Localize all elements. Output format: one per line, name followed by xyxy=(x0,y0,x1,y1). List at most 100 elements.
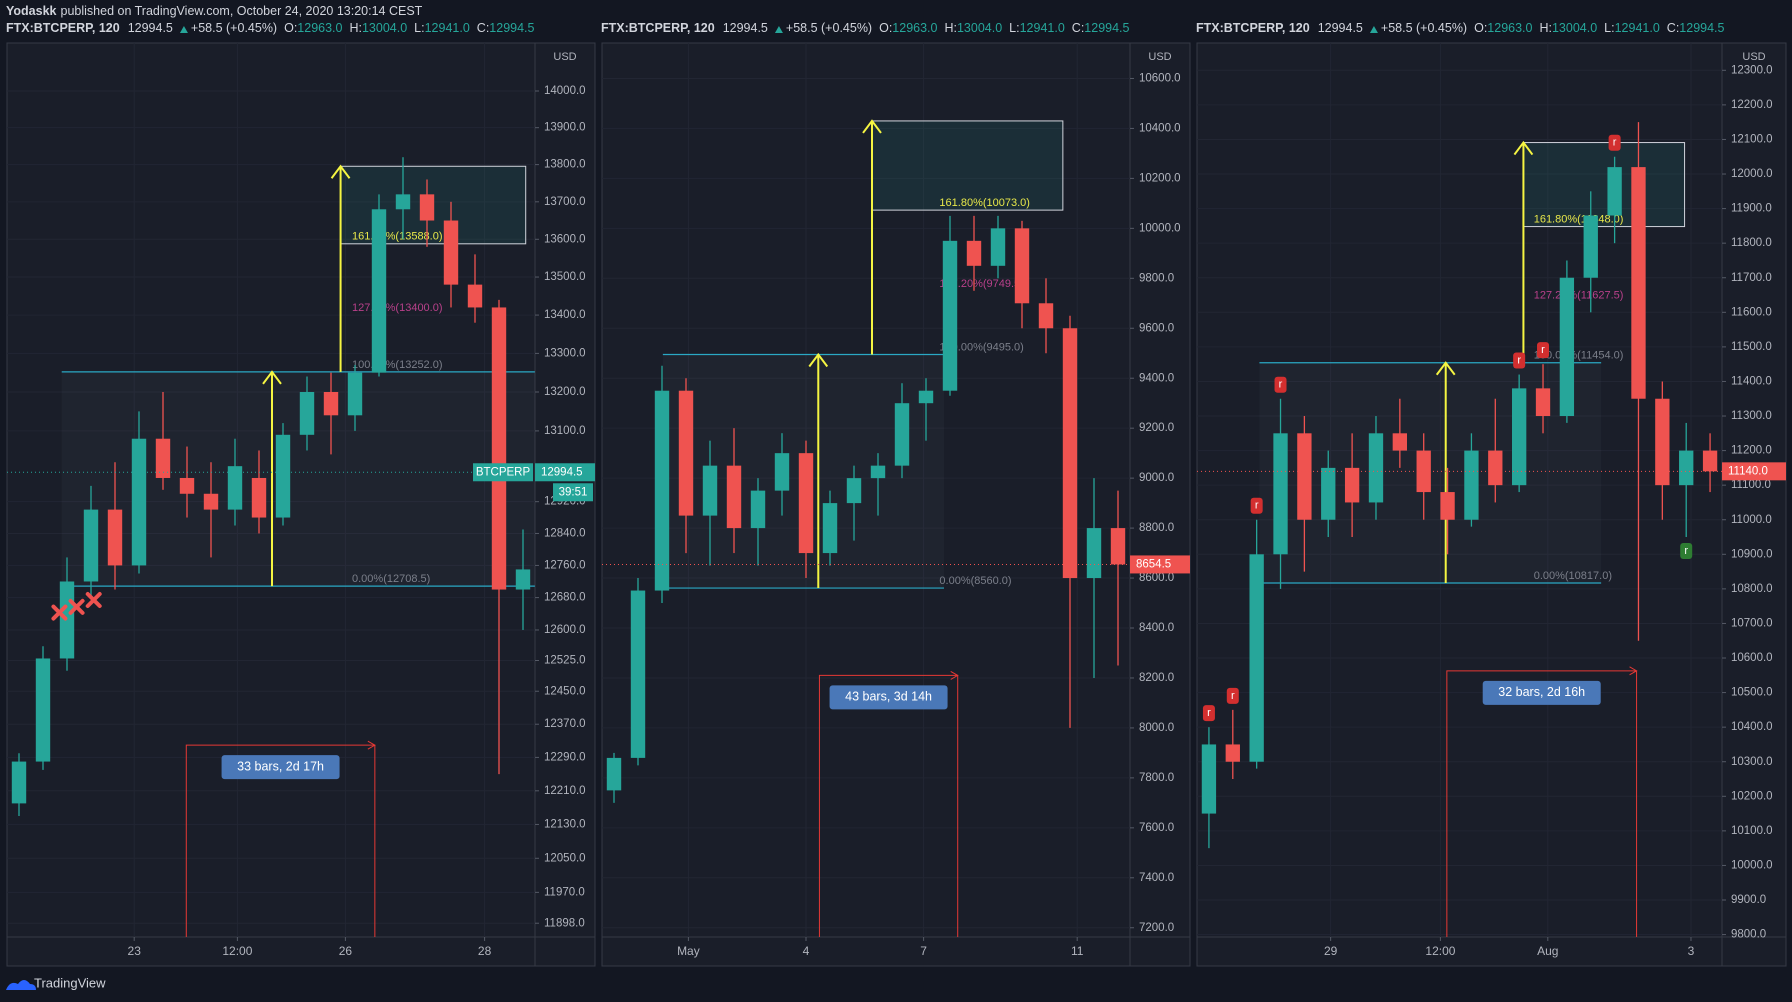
candle-body xyxy=(966,240,982,266)
candle-body xyxy=(371,209,387,373)
signal-label: r xyxy=(1684,545,1688,557)
ohlc-key: C: xyxy=(1072,21,1085,35)
y-tick-label: 11800.0 xyxy=(1731,237,1772,249)
y-tick-label: 12130.0 xyxy=(544,818,586,830)
ohlc-value: 13004.0 xyxy=(362,21,407,35)
fib-label: 127.20%(11627.5) xyxy=(1534,290,1624,302)
y-tick-label: 12050.0 xyxy=(544,852,586,864)
panel xyxy=(601,42,1191,967)
arrow-head xyxy=(262,370,282,385)
fib-label: 161.80%(13588.0) xyxy=(352,231,443,243)
ohlc-value: 12963.0 xyxy=(892,21,937,35)
candle-body xyxy=(275,434,291,518)
candle-body xyxy=(395,194,411,210)
y-tick-label: 11100.0 xyxy=(1731,479,1771,491)
symbol: FTX:BTCPERP, 120 xyxy=(601,21,715,35)
candle-body xyxy=(155,438,171,478)
candle-body xyxy=(1086,528,1102,579)
candle-body xyxy=(419,194,435,221)
up-triangle xyxy=(1369,26,1378,33)
candle-body xyxy=(1201,744,1217,814)
candle-body xyxy=(1559,277,1575,417)
y-tick-label: 11200.0 xyxy=(1731,445,1772,457)
y-tick-label: 12200.0 xyxy=(1731,99,1773,111)
candle-body xyxy=(774,453,790,491)
candle-body xyxy=(227,466,243,510)
y-tick-label: 13100.0 xyxy=(544,425,586,437)
price-tag-label: 8654.5 xyxy=(1136,558,1171,570)
candle-body xyxy=(443,220,459,285)
candle-body xyxy=(1392,433,1407,451)
candle-body xyxy=(1416,450,1431,493)
y-tick-label: 11300.0 xyxy=(1731,410,1772,422)
y-tick-label: 12300.0 xyxy=(1731,64,1773,76)
published: published on TradingView.com, October 24… xyxy=(61,4,423,18)
ohlc-value: 12994.5 xyxy=(1679,21,1724,35)
candle-body xyxy=(1488,450,1503,486)
y-tick-label: 9600.0 xyxy=(1139,322,1174,334)
y-tick-label: 11000.0 xyxy=(1731,514,1772,526)
logo-icon xyxy=(6,980,36,990)
fib-label: 127.20%(9749.5) xyxy=(939,278,1023,290)
countdown-label: 39:51 xyxy=(559,486,588,498)
signal-badge xyxy=(1513,352,1526,369)
signal-badge xyxy=(1202,705,1215,722)
x-tick-label: 12:00 xyxy=(1425,944,1455,958)
price-tag xyxy=(535,463,595,482)
candle-body xyxy=(798,453,814,554)
candle-body xyxy=(1655,398,1670,486)
fib-label: 127.20%(13400.0) xyxy=(352,302,443,314)
symbol-tag-label: BTCPERP xyxy=(476,466,531,478)
ohlc-key: H: xyxy=(349,21,362,35)
target-box xyxy=(871,120,1064,211)
change: +58.5 (+0.45%) xyxy=(191,21,277,35)
candle-body xyxy=(299,392,315,435)
y-tick-label: 12000.0 xyxy=(1731,168,1773,180)
measure-label: 33 bars, 2d 17h xyxy=(237,759,324,773)
x-tick-label: 12:00 xyxy=(222,944,252,958)
y-tick-label: 11400.0 xyxy=(1731,375,1772,387)
y-tick-label: 11898.0 xyxy=(544,917,585,929)
ohlc-value: 12963.0 xyxy=(297,21,342,35)
candle-body xyxy=(515,569,531,590)
y-tick-label: 11600.0 xyxy=(1731,306,1772,318)
y-tick-label: 10600.0 xyxy=(1139,73,1181,85)
candle-body xyxy=(1583,215,1598,278)
x-tick-label: 4 xyxy=(803,944,810,958)
x-tick-label: 29 xyxy=(1324,944,1338,958)
ohlc-key: H: xyxy=(944,21,957,35)
y-tick-label: 11500.0 xyxy=(1731,341,1772,353)
y-tick-label: 7200.0 xyxy=(1139,922,1174,934)
plot: 161.80%(11848.0) 127.20%(11627.5) 100.00%(… xyxy=(1197,43,1722,937)
candle-body xyxy=(1512,388,1527,486)
y-tick-label: 12450.0 xyxy=(544,685,586,697)
last-value: 12994.5 xyxy=(1318,21,1363,35)
y-tick-label: 12100.0 xyxy=(1731,133,1773,145)
symbol-tag xyxy=(473,463,533,482)
price-tag xyxy=(1722,462,1786,481)
countdown-tag xyxy=(553,483,593,502)
y-tick-label: 9400.0 xyxy=(1139,372,1174,384)
arrow-head xyxy=(862,119,882,134)
signal-label: r xyxy=(1231,690,1235,702)
candle-body xyxy=(347,372,363,416)
ohlc-value: 12941.0 xyxy=(1020,21,1065,35)
candle-body xyxy=(630,590,646,758)
y-tick-label: 10400.0 xyxy=(1731,721,1773,733)
y-tick-label: 13600.0 xyxy=(544,233,586,245)
y-tick-label: 9200.0 xyxy=(1139,422,1174,434)
arrow-head xyxy=(330,164,351,179)
change: +58.5 (+0.45%) xyxy=(786,21,872,35)
measure-range xyxy=(1446,666,1638,937)
signal-badge xyxy=(1250,497,1263,514)
y-tick-label: 8000.0 xyxy=(1139,722,1174,734)
x-tick-label: 11 xyxy=(1071,944,1084,958)
candle-body xyxy=(323,392,339,416)
change: +58.5 (+0.45%) xyxy=(1381,21,1467,35)
signal-label: r xyxy=(1207,707,1211,719)
fib-label: 100.00%(11454.0) xyxy=(1534,350,1624,362)
candle-body xyxy=(131,438,147,566)
candle-body xyxy=(1014,228,1030,304)
